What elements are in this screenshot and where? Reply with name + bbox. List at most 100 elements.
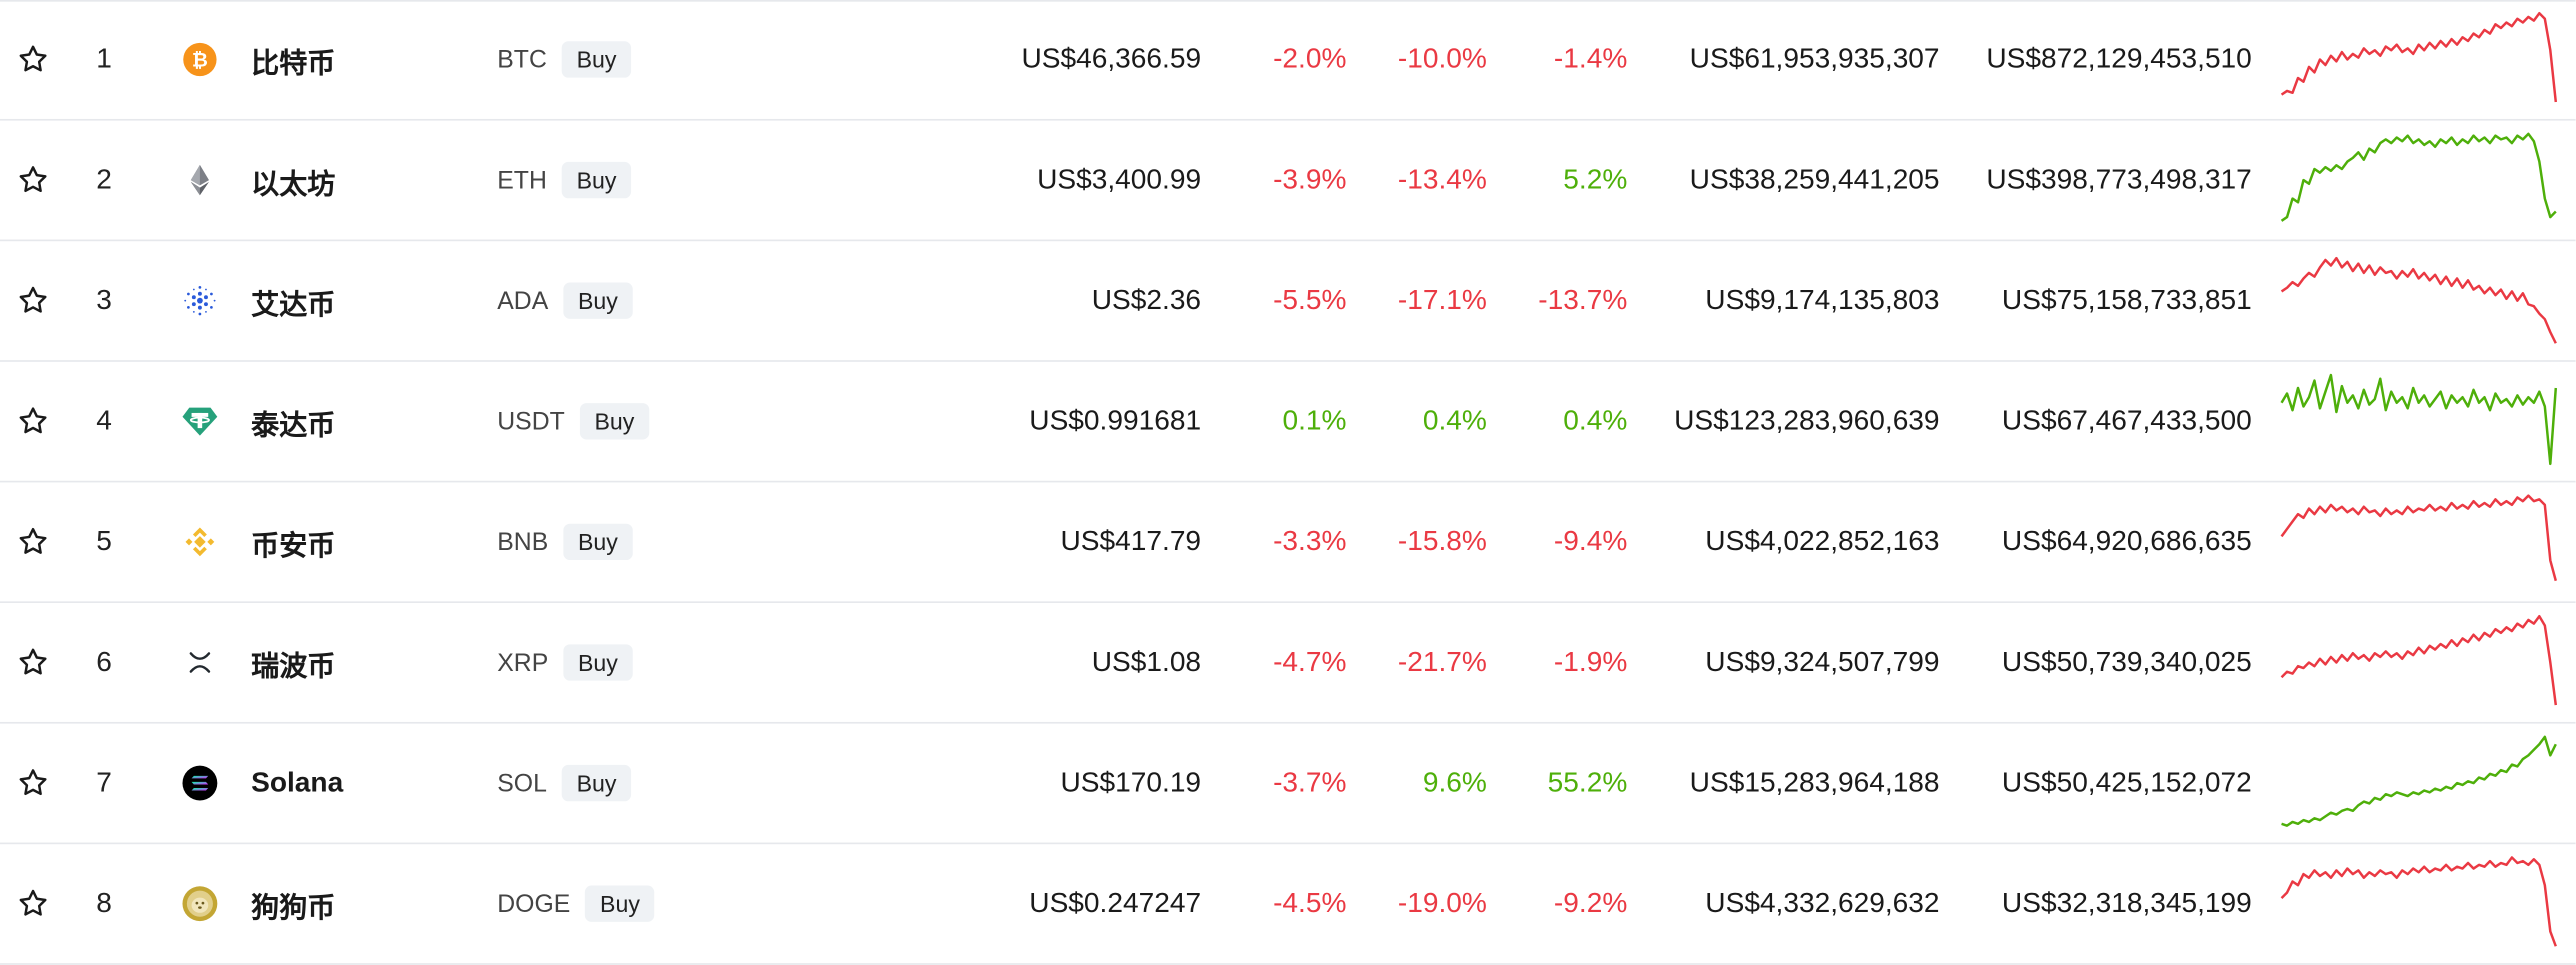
coin-name[interactable]: 瑞波币 — [251, 650, 336, 682]
volume-24h: US$4,022,852,163 — [1705, 525, 1940, 557]
change-24h: -13.4% — [1397, 163, 1487, 195]
table-row[interactable]: 3 艾达币 ADA Buy US$2.36 -5.5% -17.1% -13.7… — [0, 241, 2576, 362]
change-1h: -3.7% — [1273, 766, 1347, 798]
change-1h: -4.7% — [1273, 645, 1347, 678]
watchlist-star-icon[interactable] — [15, 362, 51, 481]
market-cap: US$67,467,433,500 — [2001, 404, 2252, 437]
solana-icon — [182, 724, 218, 843]
coin-symbol: BNB — [497, 527, 549, 556]
change-7d: -9.2% — [1553, 887, 1628, 919]
coin-name[interactable]: 艾达币 — [251, 288, 336, 320]
rank: 4 — [96, 404, 112, 437]
volume-24h: US$4,332,629,632 — [1705, 887, 1940, 919]
volume-24h: US$15,283,964,188 — [1689, 766, 1940, 798]
sparkline-path — [2280, 614, 2558, 706]
sparkline-svg — [2280, 256, 2557, 344]
watchlist-star-icon[interactable] — [15, 241, 51, 360]
watchlist-star-icon[interactable] — [15, 0, 51, 119]
table-row[interactable]: 4 泰达币 USDT Buy US$0.991681 0.1% 0.4% 0.4… — [0, 362, 2576, 483]
coin-symbol: ADA — [497, 286, 549, 315]
coin-symbol: BTC — [497, 45, 547, 74]
change-7d: 55.2% — [1547, 766, 1628, 798]
sparkline-svg — [2280, 11, 2558, 103]
price: US$170.19 — [1060, 766, 1202, 798]
cardano-icon — [182, 241, 218, 360]
price: US$46,366.59 — [1021, 42, 1202, 75]
sparkline-7d — [2280, 121, 2557, 240]
change-7d: -1.9% — [1553, 645, 1628, 678]
sparkline-path — [2280, 132, 2557, 222]
change-7d: 5.2% — [1563, 163, 1628, 195]
watchlist-star-icon[interactable] — [15, 724, 51, 843]
change-7d: -9.4% — [1553, 525, 1628, 557]
sparkline-7d — [2280, 362, 2558, 481]
sparkline-7d — [2280, 241, 2557, 360]
dogecoin-icon — [182, 844, 218, 963]
buy-button[interactable]: Buy — [563, 282, 633, 319]
market-cap: US$50,739,340,025 — [2001, 645, 2252, 678]
coin-name[interactable]: 泰达币 — [251, 408, 336, 441]
rank: 2 — [96, 163, 112, 195]
buy-button[interactable]: Buy — [561, 161, 632, 199]
coin-name[interactable]: Solana — [251, 766, 344, 798]
market-cap: US$75,158,733,851 — [2001, 284, 2252, 316]
sparkline-svg — [2281, 735, 2557, 827]
buy-button[interactable]: Buy — [579, 403, 650, 440]
watchlist-star-icon[interactable] — [15, 603, 51, 722]
sparkline-path — [2280, 373, 2558, 466]
rank: 1 — [96, 42, 112, 75]
watchlist-star-icon[interactable] — [15, 844, 51, 963]
coin-symbol-group: BNB Buy — [497, 482, 633, 601]
sparkline-7d — [2280, 0, 2558, 119]
svg-text:₿: ₿ — [192, 49, 208, 71]
table-row[interactable]: 2 以太坊 ETH Buy US$3,400.99 -3.9% -13.4% 5… — [0, 121, 2576, 242]
buy-button[interactable]: Buy — [563, 644, 633, 681]
change-24h: -15.8% — [1397, 525, 1487, 557]
rank: 8 — [96, 887, 112, 919]
sparkline-svg — [2280, 132, 2557, 222]
change-7d: -13.7% — [1538, 284, 1628, 316]
coin-name[interactable]: 币安币 — [251, 529, 336, 561]
coin-name[interactable]: 比特币 — [251, 47, 336, 79]
change-24h: -19.0% — [1397, 887, 1487, 919]
change-1h: -2.0% — [1273, 42, 1347, 75]
buy-button[interactable]: Buy — [561, 764, 632, 802]
watchlist-star-icon[interactable] — [15, 121, 51, 240]
coin-name[interactable]: 以太坊 — [251, 167, 336, 200]
table-row[interactable]: 7 Solana SOL Buy US$170.19 -3.7% 9.6% 55… — [0, 724, 2576, 845]
change-24h: 0.4% — [1422, 404, 1487, 437]
coin-symbol-group: BTC Buy — [497, 0, 632, 119]
sparkline-path — [2280, 494, 2557, 582]
buy-button[interactable]: Buy — [563, 523, 633, 561]
rank: 6 — [96, 645, 112, 678]
coin-symbol-group: SOL Buy — [497, 724, 632, 843]
price: US$2.36 — [1091, 284, 1202, 316]
sparkline-svg — [2280, 856, 2557, 947]
change-24h: -10.0% — [1397, 42, 1487, 75]
change-24h: -21.7% — [1397, 645, 1487, 678]
coin-symbol: ETH — [497, 166, 547, 195]
sparkline-svg — [2280, 373, 2558, 466]
coin-symbol-group: DOGE Buy — [497, 844, 655, 963]
table-row[interactable]: 1 ₿ 比特币 BTC Buy US$46,366.59 -2.0% -10.0… — [0, 0, 2576, 121]
market-cap: US$32,318,345,199 — [2001, 887, 2252, 919]
buy-button[interactable]: Buy — [585, 885, 655, 922]
change-1h: -5.5% — [1273, 284, 1347, 316]
sparkline-svg — [2280, 494, 2557, 582]
sparkline-7d — [2280, 603, 2558, 722]
watchlist-star-icon[interactable] — [15, 482, 51, 601]
coin-symbol: USDT — [497, 407, 565, 436]
buy-button[interactable]: Buy — [561, 41, 632, 78]
coin-symbol-group: XRP Buy — [497, 603, 633, 722]
table-row[interactable]: 6 瑞波币 XRP Buy US$1.08 -4.7% -21.7% -1.9%… — [0, 603, 2576, 724]
rank: 5 — [96, 525, 112, 557]
price: US$417.79 — [1060, 525, 1202, 557]
change-7d: -1.4% — [1553, 42, 1628, 75]
change-1h: -3.9% — [1273, 163, 1347, 195]
coin-symbol: SOL — [497, 769, 547, 798]
table-row[interactable]: 5 币安币 BNB Buy US$417.79 -3.3% -15.8% -9.… — [0, 482, 2576, 604]
coin-name[interactable]: 狗狗币 — [251, 891, 336, 923]
price: US$0.991681 — [1029, 404, 1202, 437]
table-row[interactable]: 8 狗狗币 DOGE Buy US$0.247247 -4.5% -19.0% … — [0, 844, 2576, 965]
